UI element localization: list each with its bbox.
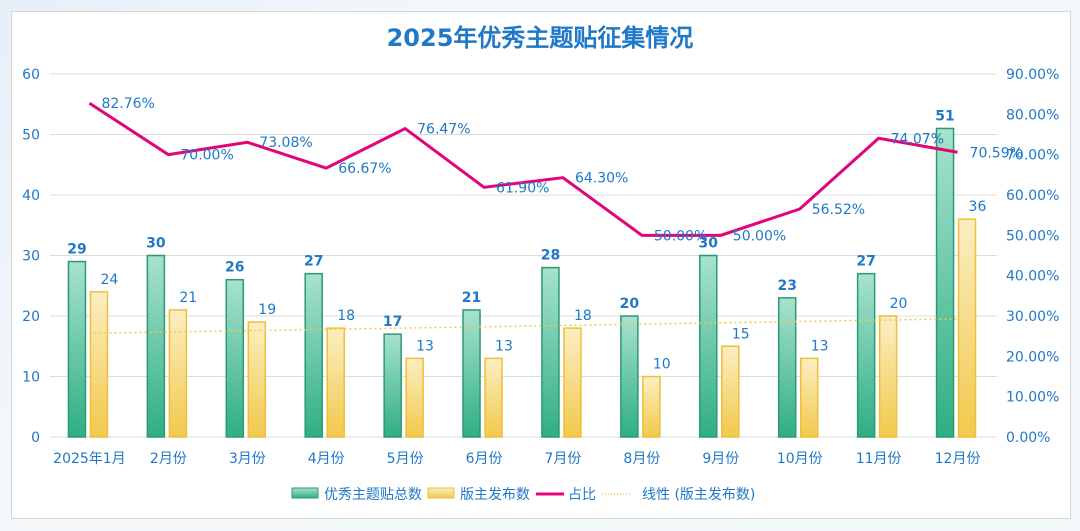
bar-moderator-label: 19 bbox=[258, 302, 276, 318]
bar-total-label: 28 bbox=[541, 248, 560, 264]
y-right-tick: 40.00% bbox=[1006, 269, 1059, 285]
y-right-tick: 60.00% bbox=[1006, 188, 1059, 204]
ratio-label: 61.90% bbox=[496, 180, 549, 196]
bar-moderator-label: 18 bbox=[574, 308, 592, 324]
bar-moderator-label: 13 bbox=[811, 338, 829, 354]
bar-moderator-label: 24 bbox=[100, 272, 118, 288]
bar-moderator bbox=[247, 321, 267, 438]
bar-total-label: 21 bbox=[462, 290, 481, 306]
y-right-tick: 30.00% bbox=[1006, 309, 1059, 325]
x-tick: 9月份 bbox=[702, 451, 739, 467]
x-tick: 5月份 bbox=[387, 451, 424, 467]
x-tick: 7月份 bbox=[544, 451, 581, 467]
y-right-tick: 70.00% bbox=[1006, 148, 1059, 164]
ratio-label: 70.59% bbox=[970, 145, 1023, 161]
bar-total bbox=[777, 297, 797, 438]
bar-moderator bbox=[878, 315, 898, 438]
bar-moderator-label: 36 bbox=[969, 199, 987, 215]
y-left-tick: 60 bbox=[22, 67, 40, 83]
bar-moderator-label: 15 bbox=[732, 326, 750, 342]
bar-total bbox=[541, 266, 560, 438]
trendline bbox=[89, 318, 958, 335]
bar-moderator-label: 13 bbox=[495, 338, 513, 354]
y-left-tick: 50 bbox=[22, 128, 40, 144]
legend-label: 占比 bbox=[568, 487, 596, 503]
bar-moderator bbox=[642, 375, 661, 438]
y-left-tick: 40 bbox=[22, 188, 40, 204]
bar-moderator bbox=[89, 291, 109, 438]
legend-swatch bbox=[427, 487, 455, 499]
ratio-label: 73.08% bbox=[259, 135, 312, 151]
bar-total bbox=[856, 272, 876, 438]
bar-moderator bbox=[168, 309, 188, 438]
x-tick: 4月份 bbox=[308, 451, 345, 467]
bar-total-label: 17 bbox=[383, 314, 402, 330]
ratio-label: 74.07% bbox=[891, 131, 944, 147]
bar-moderator-label: 21 bbox=[179, 290, 197, 306]
ratio-label: 50.00% bbox=[654, 228, 707, 244]
x-tick: 2月份 bbox=[150, 451, 187, 467]
bar-total-label: 27 bbox=[856, 254, 875, 270]
bar-total-label: 51 bbox=[935, 108, 954, 124]
x-tick: 2025年1月 bbox=[53, 451, 126, 467]
bar-total-label: 20 bbox=[620, 296, 640, 312]
ratio-label: 64.30% bbox=[575, 171, 628, 187]
bar-moderator bbox=[563, 327, 582, 438]
bar-moderator bbox=[326, 327, 345, 438]
x-tick: 6月份 bbox=[466, 451, 503, 467]
bar-total bbox=[225, 278, 245, 438]
bar-total bbox=[620, 315, 639, 438]
legend-label: 线性 (版主发布数) bbox=[642, 487, 755, 503]
ratio-label: 76.47% bbox=[417, 122, 470, 138]
bar-total-label: 30 bbox=[146, 236, 166, 252]
bar-total-label: 26 bbox=[225, 260, 244, 276]
bar-moderator-label: 10 bbox=[653, 357, 671, 373]
y-right-tick: 50.00% bbox=[1006, 228, 1059, 244]
legend-swatch bbox=[291, 487, 319, 499]
y-left-tick: 10 bbox=[22, 370, 40, 386]
bar-total bbox=[383, 333, 402, 438]
ratio-label: 82.76% bbox=[101, 96, 154, 112]
bar-moderator-label: 18 bbox=[337, 308, 355, 324]
x-tick: 8月份 bbox=[623, 451, 660, 467]
y-right-tick: 90.00% bbox=[1006, 67, 1059, 83]
bar-total-label: 23 bbox=[777, 278, 796, 294]
bar-total-label: 27 bbox=[304, 254, 323, 270]
y-left-tick: 30 bbox=[22, 249, 40, 265]
bar-total bbox=[462, 309, 481, 438]
bar-moderator bbox=[799, 357, 819, 438]
bar-total bbox=[67, 260, 87, 438]
bar-moderator bbox=[721, 345, 740, 438]
y-right-tick: 0.00% bbox=[1006, 430, 1050, 446]
bar-moderator bbox=[484, 357, 503, 438]
legend-label: 版主发布数 bbox=[460, 487, 530, 503]
ratio-label: 70.00% bbox=[180, 148, 233, 164]
y-right-tick: 80.00% bbox=[1006, 107, 1059, 123]
bar-total bbox=[304, 272, 323, 438]
ratio-label: 66.67% bbox=[338, 161, 391, 177]
ratio-line bbox=[88, 101, 958, 237]
bar-total-label: 29 bbox=[67, 242, 86, 258]
chart-title: 2025年优秀主题贴征集情况 bbox=[387, 24, 694, 52]
bar-total-label: 30 bbox=[699, 236, 719, 252]
y-right-tick: 20.00% bbox=[1006, 349, 1059, 365]
bar-total bbox=[699, 254, 718, 438]
x-tick: 3月份 bbox=[229, 451, 266, 467]
y-left-tick: 0 bbox=[31, 430, 40, 446]
x-tick: 11月份 bbox=[856, 451, 902, 467]
x-tick: 12月份 bbox=[935, 451, 981, 467]
bar-total bbox=[146, 254, 166, 438]
legend-label: 优秀主题贴总数 bbox=[324, 487, 422, 503]
ratio-label: 50.00% bbox=[733, 228, 786, 244]
bar-total bbox=[935, 127, 955, 438]
bar-moderator-label: 20 bbox=[890, 296, 908, 312]
x-tick: 10月份 bbox=[777, 451, 823, 467]
y-left-tick: 20 bbox=[22, 309, 40, 325]
ratio-label: 56.52% bbox=[812, 202, 865, 218]
y-right-tick: 10.00% bbox=[1006, 390, 1059, 406]
bar-moderator-label: 13 bbox=[416, 338, 434, 354]
bar-moderator bbox=[957, 218, 977, 438]
bar-moderator bbox=[405, 357, 424, 438]
